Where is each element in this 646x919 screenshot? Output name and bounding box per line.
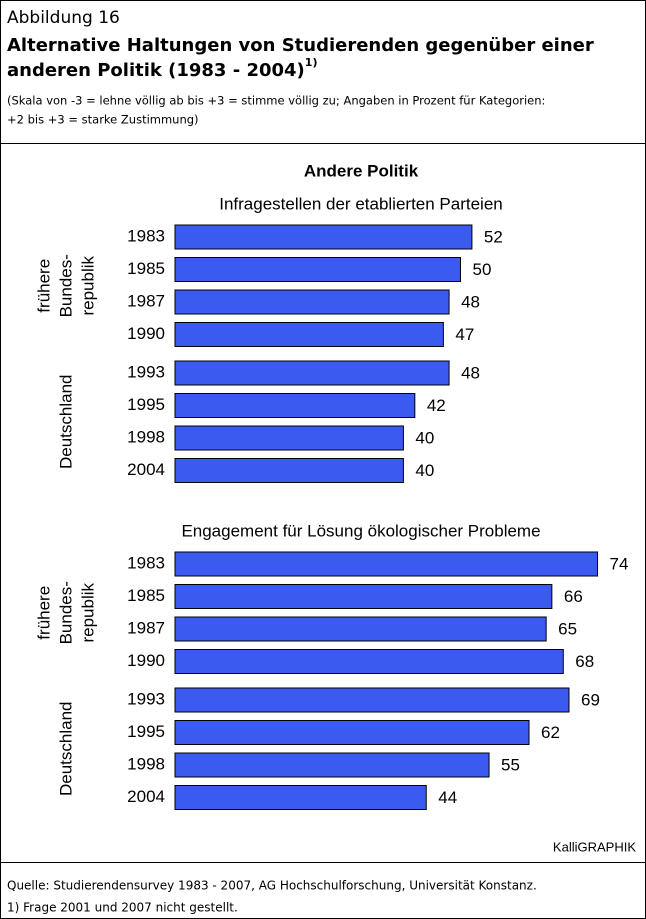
group-label: republik [78, 255, 97, 315]
value-label: 44 [438, 788, 457, 807]
value-label: 40 [415, 428, 434, 447]
category-label: 1993 [127, 362, 165, 381]
category-label: 1993 [127, 689, 165, 708]
figure-label: Abbildung 16 [7, 8, 120, 28]
group-label: Bundes- [56, 581, 75, 644]
category-label: 1990 [127, 324, 165, 343]
category-label: 1985 [127, 586, 165, 605]
bar [174, 360, 450, 386]
bar [174, 785, 427, 810]
figure-title: Andere Politik [304, 161, 419, 180]
value-label: 55 [501, 755, 520, 774]
category-label: 2004 [127, 460, 165, 479]
source: Quelle: Studierendensurvey 1983 - 2007, … [7, 879, 537, 893]
group-label: frühere [34, 259, 53, 313]
value-label: 42 [427, 396, 446, 415]
credit: KalliGRAPHIK [553, 839, 636, 854]
category-label: 1987 [127, 618, 165, 637]
value-label: 62 [541, 723, 560, 742]
value-label: 40 [415, 461, 434, 480]
panel-title: Infragestellen der etablierten Parteien [219, 194, 503, 213]
value-label: 66 [564, 587, 583, 606]
bar [174, 393, 416, 418]
value-label: 47 [455, 325, 474, 344]
value-label: 68 [575, 652, 594, 671]
value-label: 48 [461, 363, 480, 382]
value-label: 52 [484, 227, 503, 246]
group-label: frühere [34, 586, 53, 640]
bar [174, 649, 564, 674]
bar [174, 720, 530, 745]
bar [174, 257, 461, 282]
category-label: 1987 [127, 291, 165, 310]
category-label: 1990 [127, 651, 165, 670]
group-label: Deutschland [56, 374, 75, 469]
group-label: Bundes- [56, 254, 75, 317]
footnote: 1) Frage 2001 und 2007 nicht gestellt. [7, 901, 238, 915]
group-label: Deutschland [56, 701, 75, 796]
bar [174, 616, 547, 642]
category-label: 1995 [127, 395, 165, 414]
category-label: 1995 [127, 722, 165, 741]
title-note: 1) [305, 56, 318, 69]
value-label: 48 [461, 292, 480, 311]
category-label: 1983 [127, 226, 165, 245]
title: Alternative Haltungen von Studierenden g… [7, 35, 594, 56]
bar [174, 752, 490, 778]
category-label: 2004 [127, 787, 165, 806]
subtitle: (Skala von -3 = lehne völlig ab bis +3 =… [7, 94, 545, 108]
bar [174, 224, 473, 250]
category-label: 1998 [127, 754, 165, 773]
category-label: 1983 [127, 553, 165, 572]
value-label: 65 [558, 619, 577, 638]
panel-title: Engagement für Lösung ökologischer Probl… [181, 521, 540, 540]
value-label: 74 [610, 554, 629, 573]
title-line: anderen Politik (1983 - 2004) [7, 60, 305, 81]
value-label: 69 [581, 690, 600, 709]
title: anderen Politik (1983 - 2004)1) [7, 56, 317, 81]
bar [174, 458, 404, 483]
category-label: 1985 [127, 259, 165, 278]
value-label: 50 [473, 260, 492, 279]
category-label: 1998 [127, 427, 165, 446]
group-label: republik [78, 582, 97, 642]
bar [174, 551, 599, 577]
subtitle: +2 bis +3 = starke Zustimmung) [7, 113, 199, 127]
bar [174, 289, 450, 315]
bar [174, 584, 553, 609]
bar [174, 687, 570, 713]
bar [174, 322, 444, 347]
bar [174, 425, 404, 451]
